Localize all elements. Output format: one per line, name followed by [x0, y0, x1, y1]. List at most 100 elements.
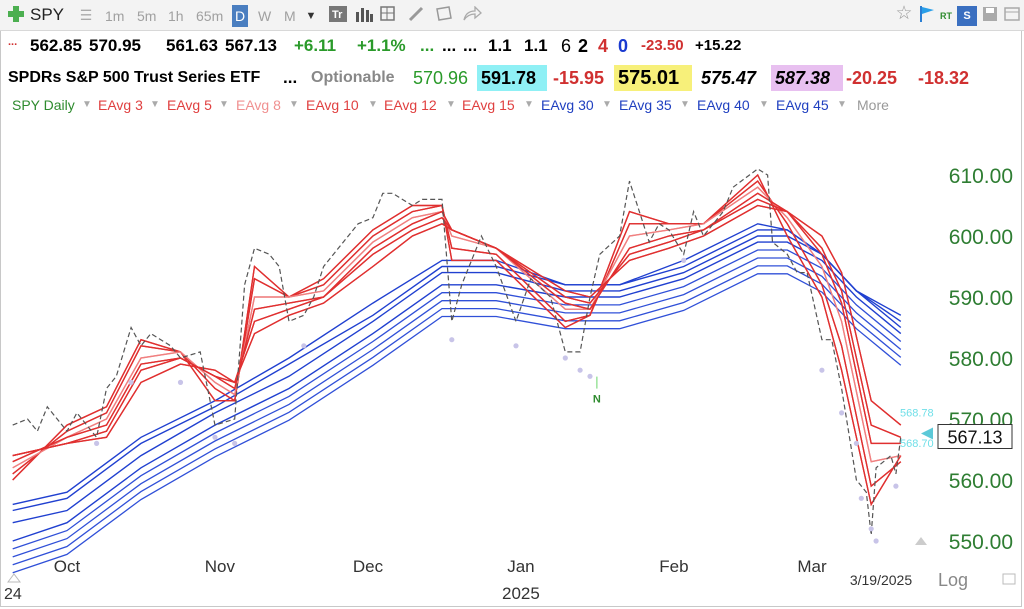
price-2: 591.78 [477, 65, 547, 91]
low-dot [212, 434, 218, 440]
status-marker: ... [8, 36, 18, 48]
add-symbol-icon[interactable] [6, 5, 26, 25]
chevron-down-icon[interactable]: ▼ [446, 99, 456, 110]
timeframe-1m[interactable]: 1m [105, 8, 125, 24]
ma-band-line-1 [12, 249, 902, 550]
low-dot [681, 257, 687, 263]
list-icon[interactable]: ☰ [79, 7, 93, 23]
low-dot [819, 367, 825, 373]
chevron-down-icon[interactable]: ▼ [837, 99, 847, 110]
price-line [12, 168, 902, 535]
ma-band-line-4 [12, 273, 902, 574]
low-value: 561.63 [166, 36, 218, 55]
high-value: 570.95 [89, 36, 141, 55]
security-name: SPDRs S&P 500 Trust Series ETF [8, 69, 261, 86]
change-value: +6.11 [294, 36, 337, 55]
low-dot [893, 483, 899, 489]
x-tick-label: Jan [507, 557, 534, 576]
legend-spy-daily[interactable]: SPY Daily [12, 97, 75, 113]
signal-marker: N [593, 394, 601, 406]
low-dot [839, 410, 845, 416]
low-dot [858, 495, 864, 501]
legend-eavg-30[interactable]: EAvg 30 [541, 97, 594, 113]
scroll-left-icon [7, 573, 21, 583]
pencil-icon[interactable] [406, 6, 426, 26]
ma-band-line-3 [12, 265, 902, 566]
scan-icon[interactable]: S [957, 6, 977, 26]
y-tick-label: 610.00 [949, 165, 1013, 188]
legend-eavg-15[interactable]: EAvg 15 [462, 97, 515, 113]
note-icon[interactable] [434, 6, 454, 26]
low-dot [577, 367, 583, 373]
chevron-down-icon[interactable]: ▼ [150, 99, 160, 110]
low-dot [449, 337, 455, 343]
legend-eavg-3[interactable]: EAvg 3 [98, 97, 143, 113]
price-chart[interactable]: N 550.00560.00570.00580.00590.00600.0061… [0, 120, 1024, 609]
ema-tag-2: 568.70 [900, 438, 934, 450]
low-dot [128, 379, 134, 385]
count-4: 0 [618, 36, 629, 56]
add-study-icon[interactable] [379, 6, 399, 26]
save-icon[interactable] [981, 6, 999, 26]
chevron-down-icon[interactable]: ▼ [289, 99, 299, 110]
ma-line-eavg-15-top [12, 204, 902, 457]
text-tool-icon[interactable]: Tr [328, 6, 348, 26]
x-tick-label: Oct [54, 557, 81, 576]
y-tick-label: 590.00 [949, 287, 1013, 310]
timeframe-65m[interactable]: 65m [196, 8, 224, 24]
count-2: 2 [578, 36, 589, 56]
settings-icon[interactable] [1003, 6, 1021, 26]
bar-chart-icon[interactable] [354, 6, 374, 26]
chevron-down-icon[interactable]: ▼ [82, 99, 92, 110]
low-dot [513, 343, 519, 349]
x-tick-label: Dec [353, 557, 384, 576]
share-icon[interactable] [462, 5, 482, 26]
legend-eavg-40[interactable]: EAvg 40 [697, 97, 750, 113]
price-5: 575.47 [701, 68, 757, 88]
x-tick-label: Mar [797, 557, 827, 576]
scroll-up-icon [915, 537, 927, 545]
y-tick-label: 580.00 [949, 348, 1013, 371]
chevron-down-icon[interactable]: ▼ [759, 99, 769, 110]
left-edge-label: 24 [4, 586, 22, 603]
ema-tag-1: 568.78 [900, 408, 934, 420]
timeframe-d[interactable]: D [232, 5, 249, 27]
y-tick-label: 550.00 [949, 531, 1013, 554]
ma-line-eavg-10 [12, 192, 901, 463]
legend-eavg-10[interactable]: EAvg 10 [306, 97, 359, 113]
ma-line-eavg-45 [12, 241, 902, 542]
flag-icon[interactable] [918, 5, 936, 25]
chevron-down-icon[interactable]: ▼ [368, 99, 378, 110]
legend-eavg-45[interactable]: EAvg 45 [776, 97, 829, 113]
legend-more[interactable]: More [857, 97, 889, 113]
chevron-down-icon[interactable]: ▼ [602, 99, 612, 110]
dots-3: ... [283, 68, 298, 87]
optionable-label: Optionable [311, 69, 395, 86]
low-dot [232, 440, 238, 446]
timeframe-5m[interactable]: 5m [137, 8, 157, 24]
realtime-icon[interactable]: RT [940, 11, 952, 21]
study-legend: SPY Daily ▼ EAvg 3 ▼ EAvg 5 ▼ EAvg 8 ▼ E… [0, 93, 1024, 117]
value-3: -23.50 [641, 37, 684, 54]
legend-eavg-5[interactable]: EAvg 5 [167, 97, 212, 113]
legend-eavg-12[interactable]: EAvg 12 [384, 97, 437, 113]
chevron-down-icon[interactable]: ▼ [305, 10, 317, 22]
timeframe-1h[interactable]: 1h [168, 8, 184, 24]
last-price-label: 567.13 [947, 428, 1002, 448]
chevron-down-icon[interactable]: ▼ [680, 99, 690, 110]
timeframe-m[interactable]: M [284, 8, 296, 24]
low-dot [94, 440, 100, 446]
date-label: 3/19/2025 [850, 572, 912, 588]
chevron-down-icon[interactable]: ▼ [219, 99, 229, 110]
toolbar: SPY ☰ 1m 5m 1h 65m D W M ▼ Tr ☆ RT S [0, 0, 1024, 31]
star-icon[interactable]: ☆ [895, 3, 913, 24]
legend-eavg-35[interactable]: EAvg 35 [619, 97, 672, 113]
low-dot [177, 379, 184, 385]
legend-eavg-8[interactable]: EAvg 8 [236, 97, 281, 113]
ma-line-eavg-15 [12, 204, 902, 457]
last-price-box [937, 424, 1013, 450]
symbol-label[interactable]: SPY [30, 5, 65, 24]
timeframe-w[interactable]: W [258, 8, 272, 24]
low-dot [562, 355, 568, 361]
chevron-down-icon[interactable]: ▼ [524, 99, 534, 110]
